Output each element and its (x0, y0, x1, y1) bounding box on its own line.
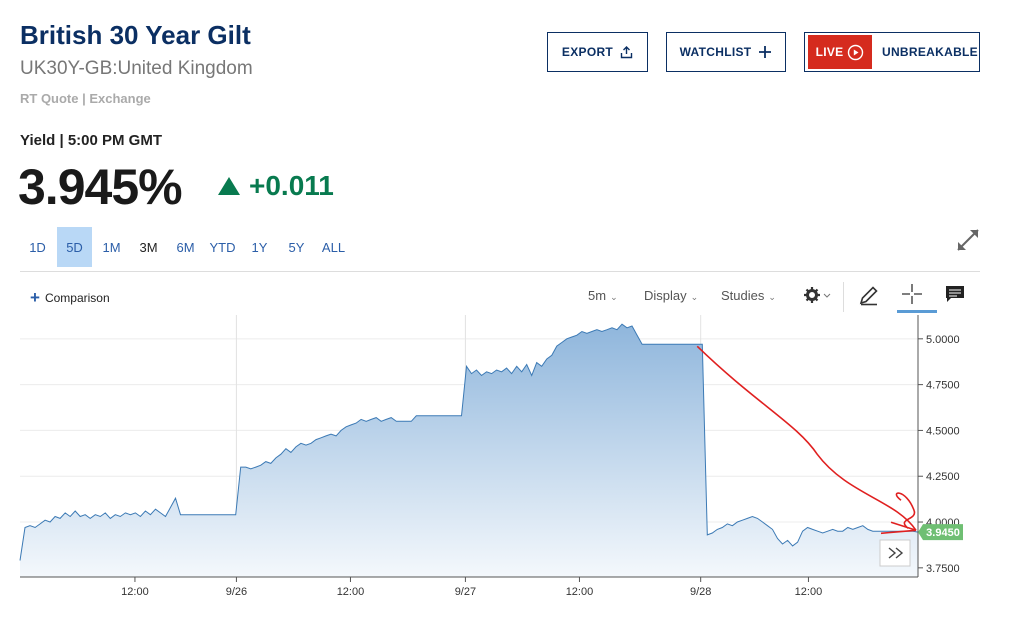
toolbar-separator (843, 282, 844, 312)
instrument-symbol: UK30Y-GB:United Kingdom (20, 58, 253, 79)
active-tool-indicator (897, 310, 937, 313)
x-tick-label: 9/26 (226, 586, 247, 598)
x-tick-label: 12:00 (121, 586, 149, 598)
watchlist-label: WATCHLIST (679, 45, 752, 59)
plus-icon (759, 46, 772, 58)
export-label: EXPORT (561, 45, 614, 59)
last-value-label: 3.9450 (926, 527, 960, 539)
x-tick-label: 12:00 (337, 586, 365, 598)
y-tick-label: 5.0000 (926, 334, 960, 346)
live-show-label: UNBREAKABLE (882, 45, 978, 59)
chevron-down-icon: ⌄ (610, 292, 618, 302)
display-label: Display (644, 288, 687, 303)
comparison-button[interactable]: + Comparison (30, 288, 110, 307)
live-badge: LIVE (808, 35, 872, 69)
plus-icon: + (30, 288, 40, 307)
watchlist-button[interactable]: WATCHLIST (666, 32, 786, 72)
quote-source: RT Quote | Exchange (20, 91, 151, 106)
time-range-tabs: 1D 5D 1M 3M 6M YTD 1Y 5Y ALL (20, 227, 353, 267)
studies-dropdown[interactable]: Studies ⌄ (721, 288, 776, 303)
range-tab-ytd[interactable]: YTD (209, 239, 236, 255)
pencil-icon (859, 286, 878, 306)
x-tick-label: 9/27 (455, 586, 476, 598)
comment-tool-button[interactable] (944, 284, 966, 309)
y-tick-label: 4.2500 (926, 471, 960, 483)
chevron-down-icon: ⌄ (690, 292, 699, 302)
play-icon (848, 44, 864, 60)
range-tab-1d[interactable]: 1D (29, 239, 46, 255)
live-tv-button[interactable]: LIVE UNBREAKABLE (804, 32, 980, 72)
change-value: +0.011 (249, 170, 334, 201)
share-icon (620, 45, 633, 58)
drawn-annotation (696, 345, 917, 535)
range-tab-1m[interactable]: 1M (102, 239, 121, 255)
comment-icon (946, 286, 964, 302)
range-tab-all[interactable]: ALL (321, 239, 346, 255)
expand-icon[interactable] (955, 227, 981, 258)
x-tick-label: 12:00 (795, 586, 823, 598)
live-label: LIVE (815, 45, 844, 59)
chevron-down-icon: ⌄ (768, 292, 776, 302)
display-dropdown[interactable]: Display ⌄ (644, 288, 698, 303)
yield-label: Yield | 5:00 PM GMT (20, 132, 163, 149)
y-tick-label: 4.7500 (926, 380, 960, 392)
settings-dropdown[interactable] (803, 285, 833, 310)
range-tab-5d[interactable]: 5D (57, 227, 92, 267)
range-tab-3m[interactable]: 3M (139, 239, 158, 255)
range-tab-6m[interactable]: 6M (176, 239, 195, 255)
x-tick-label: 12:00 (566, 586, 594, 598)
up-arrow-icon (218, 177, 240, 195)
export-button[interactable]: EXPORT (547, 32, 648, 72)
y-tick-label: 4.5000 (926, 425, 960, 437)
price-change: +0.011 (218, 170, 334, 202)
series-area (20, 324, 918, 577)
last-price: 3.945% (18, 159, 183, 215)
instrument-title: British 30 Year Gilt (20, 20, 251, 50)
draw-tool-button[interactable] (858, 284, 880, 311)
y-tick-label: 3.7500 (926, 563, 960, 575)
range-tab-1y[interactable]: 1Y (251, 239, 268, 255)
studies-label: Studies (721, 288, 765, 303)
crosshair-tool-button[interactable] (901, 283, 923, 310)
x-tick-label: 9/28 (690, 586, 711, 598)
gear-icon (804, 287, 831, 303)
comparison-label: Comparison (44, 291, 110, 305)
crosshair-icon (902, 284, 922, 304)
double-chevron-right-icon (888, 547, 904, 559)
range-tab-5y[interactable]: 5Y (288, 239, 305, 255)
interval-label: 5m (588, 288, 607, 303)
last-value-badge (918, 524, 963, 541)
scroll-forward-button[interactable] (879, 539, 911, 567)
divider (20, 271, 980, 272)
series-line (19, 323, 919, 561)
interval-dropdown[interactable]: 5m ⌄ (588, 288, 618, 303)
